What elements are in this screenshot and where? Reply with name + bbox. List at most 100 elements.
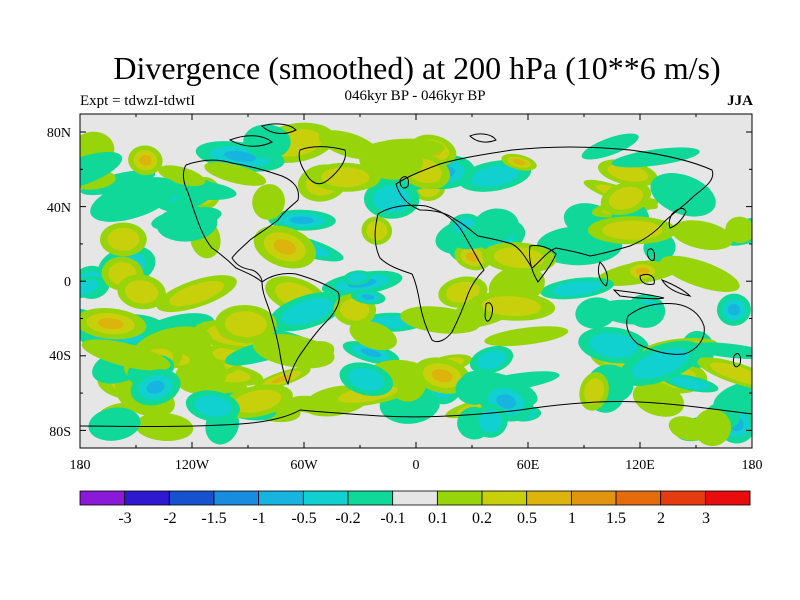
divergence-negative-contour bbox=[474, 208, 519, 242]
colorbar-box bbox=[615, 490, 662, 506]
colorbar-box bbox=[392, 490, 438, 506]
convergence-positive-contour bbox=[97, 317, 124, 330]
divergence-negative-contour bbox=[80, 170, 156, 196]
colorbar-box bbox=[660, 490, 706, 506]
divergence-negative-contour bbox=[496, 394, 516, 409]
convergence-positive-contour bbox=[135, 412, 194, 442]
lat-tick-label: 80S bbox=[49, 425, 71, 440]
map-subtitle: 046kyr BP - 046kyr BP bbox=[344, 88, 486, 104]
divergence-negative-contour bbox=[90, 177, 177, 222]
divergence-negative-contour bbox=[289, 216, 315, 224]
colorbar-box bbox=[526, 490, 572, 506]
axis-tick-labels: 180 120W 60W 0 60E 120E 180 80N 40N 0 40… bbox=[47, 126, 763, 473]
convergence-positive-contour bbox=[81, 339, 171, 371]
lon-tick-label: 60E bbox=[517, 458, 540, 473]
convergence-positive-contour bbox=[635, 267, 650, 276]
colorbar-box bbox=[124, 490, 170, 506]
convergence-positive-contour bbox=[693, 408, 732, 447]
map-title: Divergence (smoothed) at 200 hPa (10**6 … bbox=[113, 50, 721, 86]
convergence-positive-contour bbox=[321, 167, 370, 188]
colorbar-label: 1 bbox=[568, 510, 576, 527]
lon-tick-label: 120W bbox=[175, 458, 210, 473]
convergence-positive-contour bbox=[482, 296, 542, 317]
convergence-positive-contour bbox=[232, 389, 282, 413]
colorbar-label: 1.5 bbox=[606, 510, 626, 527]
colorbar-label: 0.2 bbox=[472, 510, 492, 527]
divergence-field bbox=[80, 122, 752, 447]
convergence-positive-contour bbox=[584, 378, 605, 405]
divergence-negative-contour bbox=[146, 380, 165, 394]
colorbar-label: 0.1 bbox=[428, 510, 448, 527]
colorbar-label: 2 bbox=[657, 510, 665, 527]
colorbar-box bbox=[347, 490, 394, 506]
lat-tick-label: 80N bbox=[47, 126, 71, 141]
divergence-negative-contour bbox=[80, 279, 99, 295]
lat-tick-label: 40N bbox=[47, 201, 71, 216]
divergence-negative-contour bbox=[689, 342, 752, 360]
colorbar-label: -2 bbox=[163, 510, 176, 527]
colorbar-boxes bbox=[79, 490, 751, 506]
colorbar-box bbox=[436, 490, 483, 506]
divergence-negative-contour bbox=[470, 165, 520, 187]
divergence-negative-contour bbox=[348, 367, 385, 391]
coastlines bbox=[80, 123, 752, 427]
convergence-positive-contour bbox=[602, 220, 663, 240]
colorbar-box bbox=[258, 490, 304, 506]
convergence-positive-contour bbox=[252, 334, 335, 369]
divergence-negative-contour bbox=[88, 407, 141, 441]
divergence-negative-contour bbox=[360, 348, 382, 358]
colorbar-label: -3 bbox=[118, 510, 131, 527]
season-label: JJA bbox=[727, 93, 753, 109]
convergence-positive-contour bbox=[512, 159, 526, 166]
convergence-positive-contour bbox=[139, 154, 152, 166]
colorbar-box bbox=[704, 490, 751, 506]
colorbar-box bbox=[570, 490, 617, 506]
colorbar-label: -0.2 bbox=[335, 510, 360, 527]
divergence-negative-contour bbox=[361, 294, 375, 300]
divergence-negative-contour bbox=[552, 280, 603, 296]
divergence-negative-contour bbox=[589, 332, 638, 358]
axis-ticks bbox=[79, 114, 753, 469]
lat-tick-label: 0 bbox=[64, 275, 71, 290]
lon-tick-label: 60W bbox=[290, 458, 318, 473]
convergence-positive-contour bbox=[252, 184, 285, 220]
colorbar-labels: -3 -2 -1.5 -1 -0.5 -0.2 -0.1 0.1 0.2 0.5… bbox=[118, 510, 710, 527]
divergence-negative-contour bbox=[575, 297, 617, 329]
experiment-label: Expt = tdwzI-tdwtI bbox=[80, 93, 196, 109]
convergence-positive-contour bbox=[204, 162, 267, 186]
convergence-positive-contour bbox=[660, 255, 740, 292]
lat-tick-label: 40S bbox=[49, 349, 71, 364]
convergence-positive-contour bbox=[271, 374, 293, 384]
convergence-positive-contour bbox=[125, 280, 159, 304]
convergence-positive-contour bbox=[107, 227, 140, 251]
convergence-positive-contour bbox=[725, 216, 752, 244]
lon-tick-label: 180 bbox=[742, 458, 763, 473]
colorbar-box bbox=[481, 490, 528, 506]
lon-tick-label: 180 bbox=[70, 458, 91, 473]
divergence-negative-contour bbox=[670, 376, 710, 390]
colorbar-label: -0.1 bbox=[380, 510, 405, 527]
convergence-positive-contour bbox=[671, 220, 734, 250]
divergence-negative-contour bbox=[151, 206, 222, 231]
divergence-negative-contour bbox=[478, 409, 503, 433]
colorbar-box bbox=[168, 490, 215, 506]
divergence-negative-contour bbox=[281, 298, 334, 326]
convergence-positive-contour bbox=[466, 252, 480, 262]
divergence-negative-contour bbox=[476, 350, 507, 370]
convergence-positive-contour bbox=[484, 326, 569, 347]
convergence-positive-contour bbox=[273, 239, 297, 255]
convergence-positive-contour bbox=[493, 247, 545, 269]
divergence-negative-contour bbox=[581, 133, 639, 160]
divergence-negative-contour bbox=[611, 147, 700, 168]
convergence-positive-contour bbox=[366, 220, 388, 241]
divergence-negative-contour bbox=[631, 347, 689, 379]
colorbar-label: 0.5 bbox=[517, 510, 537, 527]
convergence-positive-contour bbox=[607, 163, 649, 182]
convergence-positive-contour bbox=[608, 186, 644, 210]
convergence-positive-contour bbox=[158, 165, 206, 187]
divergence-negative-contour bbox=[650, 173, 716, 217]
divergence-negative-contour bbox=[347, 272, 367, 283]
divergence-negative-contour bbox=[194, 395, 232, 418]
